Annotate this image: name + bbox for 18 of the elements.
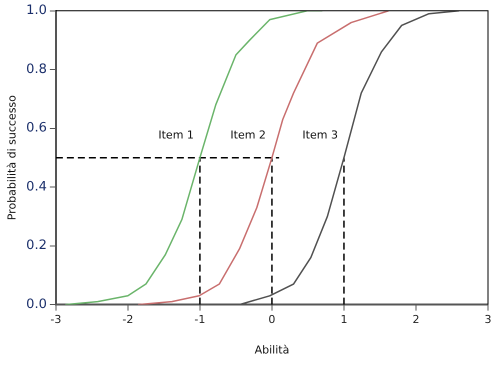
- series-label: Item 1: [158, 128, 194, 142]
- y-tick-label: 1.0: [26, 3, 47, 18]
- y-tick-label: 0.8: [26, 62, 47, 77]
- x-tick-label: 2: [412, 313, 420, 326]
- series-label: Item 2: [230, 128, 266, 142]
- y-axis-title: Probabilità di successo: [5, 94, 18, 220]
- x-tick-label: 1: [340, 313, 348, 326]
- x-tick-label: -1: [194, 313, 206, 326]
- x-tick-label: 3: [484, 313, 492, 326]
- x-axis-title: Abilità: [254, 343, 290, 356]
- x-tick-label: -2: [122, 313, 134, 326]
- y-tick-label: 0.0: [26, 296, 47, 312]
- y-tick-label: 0.6: [26, 120, 47, 136]
- series-label: Item 3: [302, 128, 338, 142]
- x-tick-label: 0: [268, 313, 276, 326]
- x-tick-label: -3: [50, 313, 62, 326]
- y-tick-label: 0.4: [26, 179, 47, 194]
- y-tick-label: 0.2: [26, 238, 47, 254]
